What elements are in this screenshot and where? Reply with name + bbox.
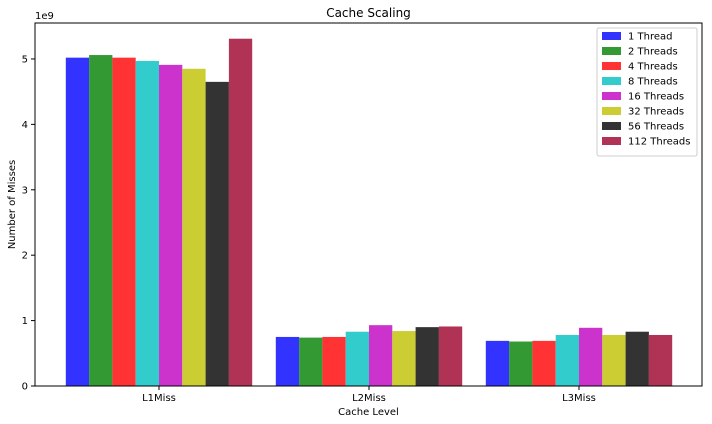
legend-swatch xyxy=(602,62,621,70)
bar-l3miss-8-threads xyxy=(555,334,579,386)
y-tick-label: 4 xyxy=(22,120,28,131)
bar-l1miss-112-threads xyxy=(228,38,253,386)
bar-l2miss-2-threads xyxy=(299,337,323,386)
bar-l1miss-1-thread xyxy=(65,57,90,386)
chart-title: Cache Scaling xyxy=(326,6,411,20)
bar-l2miss-32-threads xyxy=(392,331,416,386)
legend-swatch xyxy=(602,92,621,100)
legend-label: 56 Threads xyxy=(628,122,684,133)
legend: 1 Thread 2 Threads 4 Threads 8 Threads 16 Th… xyxy=(596,27,698,157)
legend-label: 112 Threads xyxy=(628,137,690,148)
bar-l1miss-2-threads xyxy=(89,55,113,387)
x-tick-label: L1Miss xyxy=(142,393,176,404)
bar-l3miss-2-threads xyxy=(509,341,533,386)
legend-swatch xyxy=(602,77,621,85)
x-tick-label: L2Miss xyxy=(352,393,386,404)
x-axis-title: Cache Level xyxy=(338,407,399,418)
bar-l2miss-1-thread xyxy=(275,336,300,386)
bar-l3miss-32-threads xyxy=(602,334,626,386)
bar-l3miss-1-thread xyxy=(485,340,510,386)
bar-l1miss-32-threads xyxy=(182,68,206,386)
y-tick-label: 0 xyxy=(22,382,28,393)
y-tick-label: 2 xyxy=(22,251,28,262)
legend-swatch xyxy=(602,137,621,145)
x-tick-label: L3Miss xyxy=(562,393,596,404)
bar-l1miss-56-threads xyxy=(205,81,229,387)
y-tick-label: 1 xyxy=(22,316,28,327)
legend-label: 2 Threads xyxy=(628,47,678,58)
bar-l3miss-4-threads xyxy=(532,340,556,386)
y-tick-label: 5 xyxy=(22,54,28,65)
y-tick-label: 3 xyxy=(22,185,28,196)
y-axis-ticks: 0 1 2 3 4 5 xyxy=(22,54,35,393)
bars-layer xyxy=(65,38,673,387)
bar-l1miss-16-threads xyxy=(159,64,183,387)
y-axis-title: Number of Misses xyxy=(7,160,18,249)
bar-l2miss-8-threads xyxy=(345,331,369,386)
legend-label: 32 Threads xyxy=(628,107,684,118)
legend-swatch xyxy=(602,122,621,130)
legend-swatch xyxy=(602,32,621,40)
bar-l2miss-56-threads xyxy=(415,327,439,386)
y-axis-offset-label: 1e9 xyxy=(35,11,54,22)
bar-l3miss-112-threads xyxy=(648,334,673,386)
bar-l2miss-16-threads xyxy=(369,325,393,386)
legend-swatch xyxy=(602,107,621,115)
bar-l1miss-4-threads xyxy=(112,57,136,386)
x-axis-ticks: L1Miss L2Miss L3Miss xyxy=(142,386,596,404)
legend-label: 4 Threads xyxy=(628,62,678,73)
bar-l2miss-112-threads xyxy=(438,326,463,386)
bar-l1miss-8-threads xyxy=(135,60,159,386)
legend-swatch xyxy=(602,47,621,55)
legend-label: 1 Thread xyxy=(628,32,673,43)
bar-l2miss-4-threads xyxy=(322,336,346,386)
legend-label: 8 Threads xyxy=(628,77,678,88)
plot-frame xyxy=(34,22,703,387)
legend-box xyxy=(596,27,698,157)
bar-l3miss-16-threads xyxy=(579,327,603,386)
bar-l3miss-56-threads xyxy=(625,331,649,386)
legend-label: 16 Threads xyxy=(628,92,684,103)
